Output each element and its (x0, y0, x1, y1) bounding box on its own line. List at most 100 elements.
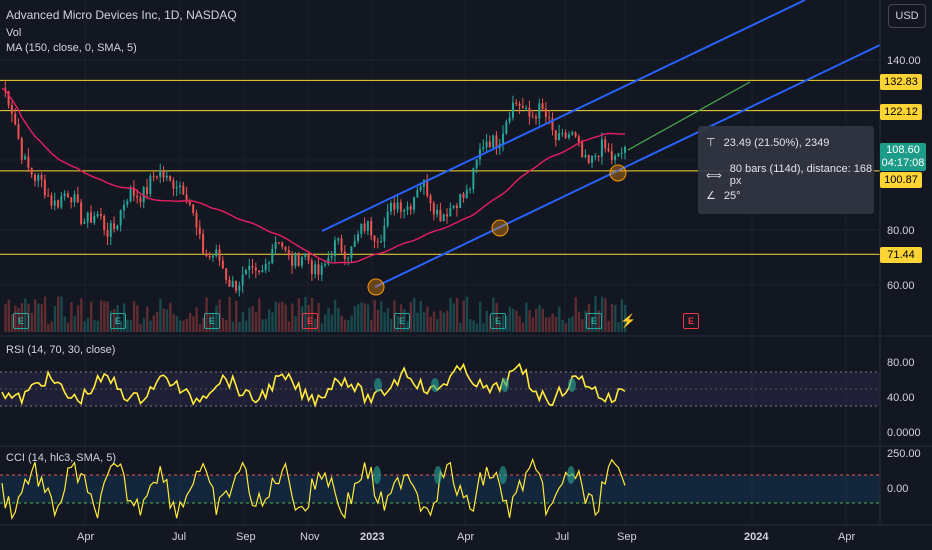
earnings-marker[interactable]: E (204, 313, 220, 329)
candle-body (271, 248, 274, 264)
price-range-icon: ⊤ (706, 137, 716, 149)
candle-body (248, 265, 251, 271)
volume-bar (620, 299, 624, 332)
channel-drawings[interactable] (321, 0, 881, 296)
cci-label[interactable]: CCI (14, hlc3, SMA, 5) (6, 452, 117, 464)
candle-body (370, 220, 373, 236)
volume-bar (284, 304, 287, 332)
grid-lines (0, 0, 880, 525)
candle-body (119, 210, 122, 226)
candle-body (254, 267, 257, 271)
volume-bar (610, 304, 614, 332)
candle-body (208, 255, 211, 258)
candle-body (149, 176, 152, 195)
volume-bar (139, 323, 142, 332)
candle-body (198, 227, 201, 235)
candle-body (492, 135, 495, 148)
volume-bar (304, 296, 307, 332)
earnings-marker[interactable]: E (586, 313, 602, 329)
candle-body (518, 103, 521, 107)
volume-bar (327, 307, 330, 332)
level-tag[interactable]: 71.44 (880, 247, 922, 263)
price-tick: 60.00 (887, 280, 915, 292)
volume-bar (241, 312, 245, 332)
candle-body (393, 202, 396, 210)
cci-line (1, 457, 626, 521)
volume-bar (188, 312, 192, 332)
ma-label[interactable]: MA (150, close, 0, SMA, 5) (6, 42, 137, 54)
volume-bar (211, 312, 215, 332)
measure-bars-row: ⟺ 80 bars (114d), distance: 168 px (706, 163, 874, 187)
earnings-marker[interactable]: E (490, 313, 506, 329)
volume-bar (347, 320, 350, 332)
candle-body (363, 223, 366, 231)
candle-body (165, 175, 168, 178)
volume-bar (357, 304, 360, 332)
candle-body (561, 132, 564, 134)
volume-bar (271, 312, 274, 332)
candle-body (495, 135, 498, 149)
volume-bar (73, 316, 76, 332)
candle-body (63, 193, 66, 197)
volume-bar (254, 311, 258, 332)
earnings-marker[interactable]: E (394, 313, 410, 329)
volume-bar (24, 298, 27, 332)
volume-bar (475, 323, 479, 332)
rsi-label[interactable]: RSI (14, 70, 30, close) (6, 344, 116, 356)
candle-body (244, 270, 247, 275)
candle-body (264, 263, 267, 271)
volume-bar (268, 309, 271, 332)
volume-bar (511, 308, 515, 332)
volume-bar (600, 296, 604, 332)
touch-point-marker (367, 278, 385, 296)
rsi-tick: 40.00 (887, 392, 915, 404)
volume-bar (515, 310, 518, 332)
currency-button[interactable]: USD (888, 4, 926, 28)
candle-body (70, 197, 73, 203)
level-tag[interactable]: 100.87 (880, 172, 922, 188)
candle-body (452, 205, 455, 208)
symbol-title[interactable]: Advanced Micro Devices Inc, 1D, NASDAQ (6, 8, 237, 22)
volume-bar (370, 320, 373, 332)
candle-body (591, 156, 594, 163)
candle-body (337, 238, 340, 241)
candle-body (30, 167, 33, 175)
candle-body (258, 270, 261, 273)
candle-body (195, 212, 198, 228)
earnings-marker[interactable]: E (683, 313, 699, 329)
volume-bar (544, 317, 548, 332)
candle-body (122, 204, 125, 211)
last-price-tag: 108.60 04:17:08 (880, 143, 926, 171)
level-tag[interactable]: 122.12 (880, 104, 922, 120)
earnings-marker[interactable]: E (302, 313, 318, 329)
rsi-line (1, 362, 626, 409)
candle-body (584, 155, 587, 157)
volume-bar (155, 311, 159, 332)
volume-bar (541, 308, 544, 332)
dividend-lightning-icon[interactable]: ⚡ (620, 313, 637, 328)
earnings-marker[interactable]: E (110, 313, 126, 329)
volume-bar (80, 298, 83, 332)
volume-bar (146, 306, 149, 332)
earnings-marker[interactable]: E (13, 313, 29, 329)
candle-body (139, 197, 142, 203)
volume-bar (360, 302, 363, 332)
candle-body (90, 212, 92, 223)
pane-dividers[interactable] (0, 0, 932, 526)
candle-body (347, 258, 350, 260)
volume-bar (604, 298, 607, 332)
candle-body (205, 253, 208, 256)
level-tag[interactable]: 132.83 (880, 74, 922, 90)
candle-body (617, 153, 620, 156)
cci-highlight-marker (434, 466, 442, 484)
candle-body (571, 132, 574, 135)
volume-bar (455, 297, 459, 332)
candle-body (162, 170, 165, 178)
volume-label[interactable]: Vol (6, 27, 22, 39)
volume-bar (429, 316, 432, 332)
time-tick: Nov (300, 531, 320, 543)
candle-body (294, 252, 297, 266)
measure-info-box[interactable]: ⊤ 23.49 (21.50%), 2349 ⟺ 80 bars (114d),… (698, 126, 874, 214)
candle-body (83, 221, 86, 224)
